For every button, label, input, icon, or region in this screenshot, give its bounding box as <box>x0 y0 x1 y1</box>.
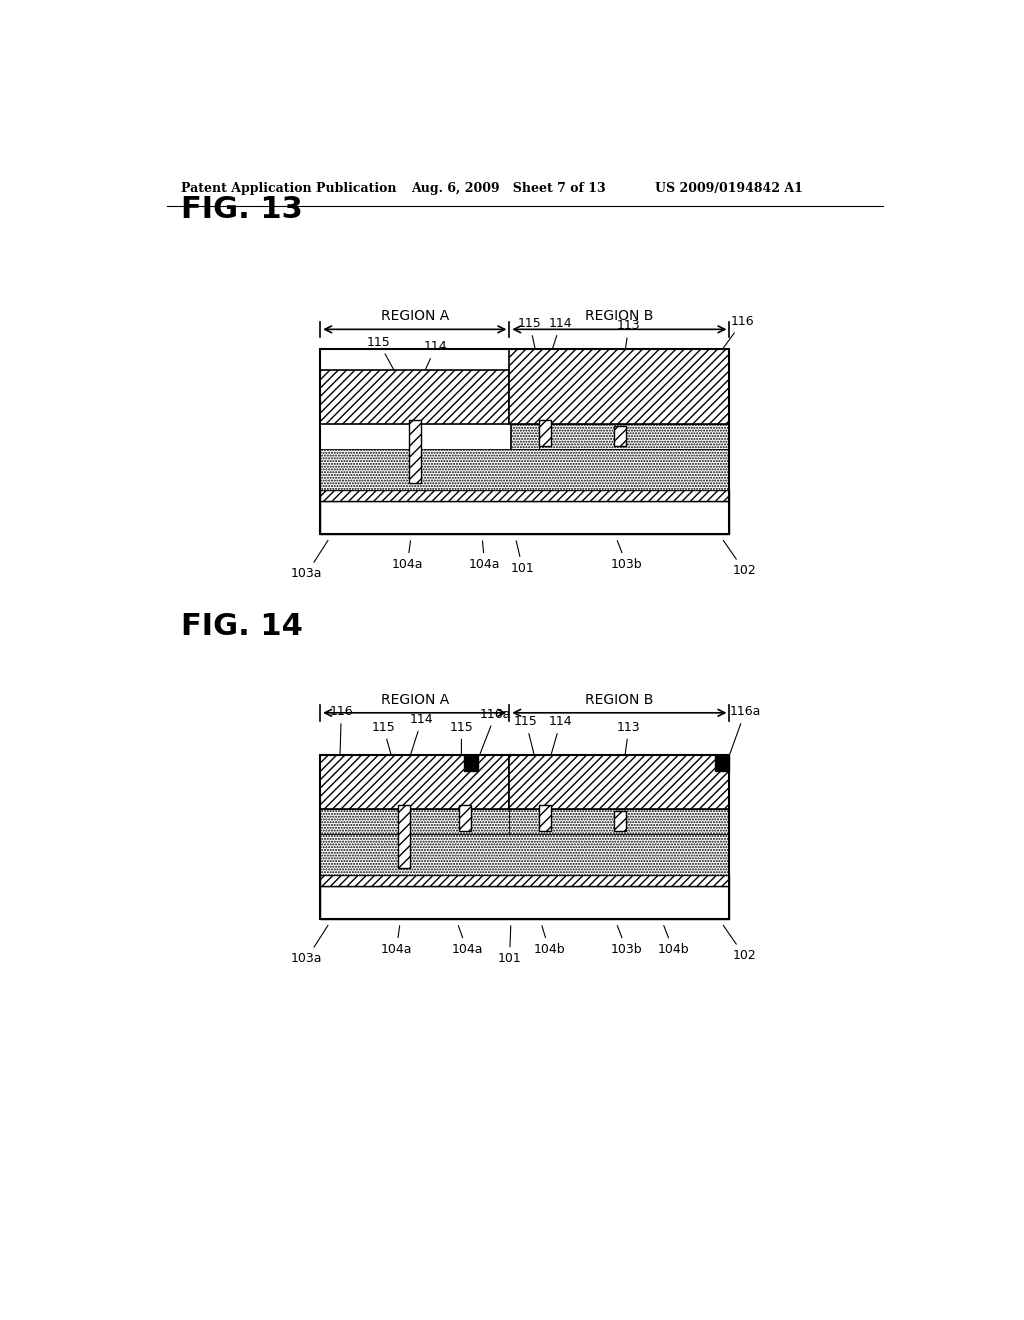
Bar <box>511 424 539 449</box>
Text: Aug. 6, 2009   Sheet 7 of 13: Aug. 6, 2009 Sheet 7 of 13 <box>411 182 605 195</box>
Text: Patent Application Publication: Patent Application Publication <box>180 182 396 195</box>
Bar <box>614 810 627 830</box>
Text: 104b: 104b <box>534 925 565 956</box>
Bar <box>539 420 551 446</box>
Bar <box>510 424 729 449</box>
Text: 104a: 104a <box>469 541 501 572</box>
Text: REGION A: REGION A <box>381 309 449 323</box>
Bar <box>321 449 729 490</box>
Text: 116a: 116a <box>723 705 761 772</box>
Text: 103b: 103b <box>611 541 642 572</box>
Bar <box>464 755 477 771</box>
Bar <box>459 805 471 830</box>
Text: US 2009/0194842 A1: US 2009/0194842 A1 <box>655 182 803 195</box>
Text: 104a: 104a <box>391 541 423 572</box>
Text: 114: 114 <box>407 713 434 768</box>
Bar <box>509 350 729 424</box>
Bar <box>321 502 729 535</box>
Text: FIG. 13: FIG. 13 <box>180 195 302 224</box>
Bar <box>321 809 509 834</box>
Text: 101: 101 <box>498 925 521 965</box>
Text: 116a: 116a <box>473 708 511 772</box>
Bar <box>397 805 410 869</box>
Text: REGION B: REGION B <box>585 309 653 323</box>
Text: 113: 113 <box>617 319 641 371</box>
Text: 115: 115 <box>372 721 399 783</box>
Bar <box>539 805 551 830</box>
Text: 103b: 103b <box>611 925 642 956</box>
Text: 116: 116 <box>716 314 755 359</box>
Text: 115: 115 <box>514 715 541 779</box>
Bar <box>321 886 729 919</box>
Text: 103a: 103a <box>291 925 328 965</box>
Text: 102: 102 <box>723 540 757 577</box>
Bar <box>509 755 729 809</box>
Text: 115: 115 <box>518 317 542 374</box>
Bar <box>614 425 627 446</box>
Text: 104b: 104b <box>657 925 689 956</box>
Text: 114: 114 <box>547 715 572 768</box>
Text: 101: 101 <box>511 541 535 576</box>
Text: 103a: 103a <box>291 540 328 581</box>
Bar <box>321 755 729 919</box>
Bar <box>321 350 729 535</box>
Text: 115: 115 <box>450 721 473 779</box>
Bar <box>321 755 509 809</box>
Text: 115: 115 <box>367 335 410 399</box>
Bar <box>716 755 729 771</box>
Text: REGION B: REGION B <box>585 693 653 706</box>
Bar <box>321 490 729 502</box>
Text: 104a: 104a <box>452 925 482 956</box>
Text: FIG. 14: FIG. 14 <box>180 612 302 642</box>
Text: 114: 114 <box>418 341 447 387</box>
Text: 104a: 104a <box>381 925 412 956</box>
Text: 114: 114 <box>548 317 572 362</box>
Text: 113: 113 <box>617 721 641 777</box>
Bar <box>509 809 729 834</box>
Bar <box>409 420 421 483</box>
Text: 116: 116 <box>330 705 353 768</box>
Text: REGION A: REGION A <box>381 693 449 706</box>
Bar <box>321 875 729 886</box>
Bar <box>321 834 729 875</box>
Text: 102: 102 <box>723 925 757 962</box>
Bar <box>321 370 509 424</box>
